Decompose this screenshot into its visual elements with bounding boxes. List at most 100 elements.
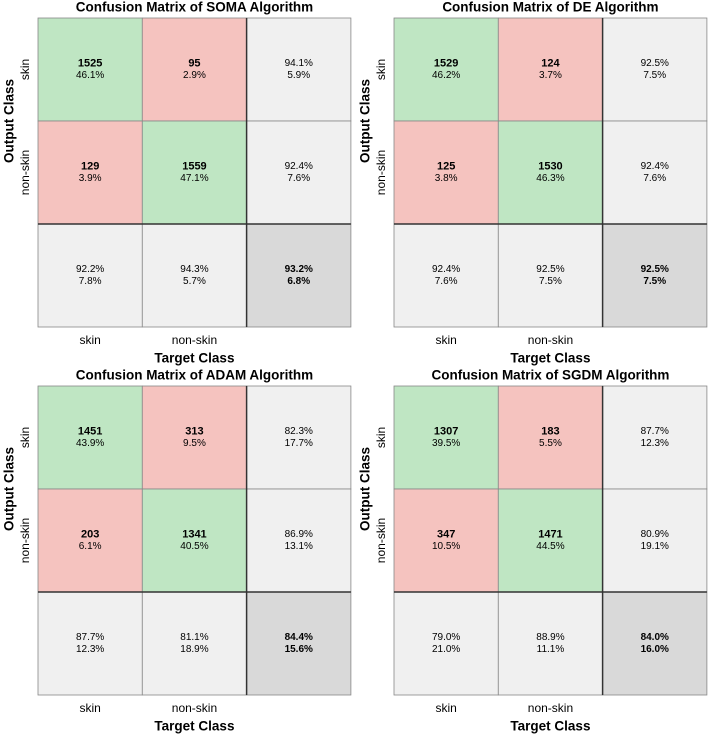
- confusion-matrix: Confusion Matrix of SGDM Algorithm 130739…: [358, 368, 708, 734]
- cell-count: 347: [437, 528, 455, 540]
- cell: [246, 120, 352, 225]
- y-tick-label: non-skin: [18, 150, 32, 195]
- cell-count: 1341: [182, 528, 206, 540]
- summary-error: 7.6%: [287, 173, 310, 184]
- confusion-matrix: Confusion Matrix of DE Algorithm 152946.2…: [358, 0, 708, 366]
- x-tick-label: skin: [79, 333, 100, 347]
- cell: [37, 591, 143, 696]
- cell: [141, 591, 248, 696]
- cell: [497, 223, 603, 328]
- cell: [497, 120, 603, 225]
- cell: [393, 120, 499, 225]
- cell-count: 313: [185, 425, 203, 437]
- cell-count: 129: [81, 160, 99, 172]
- summary-error: 7.5%: [539, 276, 562, 287]
- cell: [141, 17, 248, 122]
- summary-correct: 87.7%: [641, 426, 669, 437]
- confusion-matrix: Confusion Matrix of SOMA Algorithm 152546…: [2, 0, 352, 366]
- summary-error: 7.6%: [643, 173, 666, 184]
- x-tick-label: skin: [435, 333, 456, 347]
- summary-correct: 84.0%: [641, 632, 669, 643]
- cell-percent: 46.3%: [536, 173, 564, 184]
- cell-percent: 47.1%: [180, 173, 208, 184]
- cell-percent: 43.9%: [76, 438, 104, 449]
- summary-error: 7.6%: [435, 276, 458, 287]
- cell: [246, 591, 352, 696]
- cell-percent: 9.5%: [183, 438, 206, 449]
- summary-correct: 92.2%: [76, 264, 104, 275]
- summary-correct: 84.4%: [285, 632, 313, 643]
- cell: [602, 17, 708, 122]
- summary-error: 18.9%: [180, 644, 208, 655]
- summary-correct: 92.4%: [285, 161, 313, 172]
- cell-percent: 5.5%: [539, 438, 562, 449]
- y-axis-label: Output Class: [358, 79, 373, 163]
- summary-correct: 94.1%: [285, 58, 313, 69]
- y-tick-label: skin: [18, 59, 32, 80]
- cell: [37, 17, 143, 122]
- summary-error: 19.1%: [641, 541, 669, 552]
- cell: [497, 488, 603, 593]
- chart-title: Confusion Matrix of SGDM Algorithm: [431, 368, 669, 383]
- cell: [602, 385, 708, 490]
- cell: [141, 223, 248, 328]
- summary-correct: 86.9%: [285, 529, 313, 540]
- summary-error: 12.3%: [641, 438, 669, 449]
- cell-percent: 3.8%: [435, 173, 458, 184]
- y-tick-label: non-skin: [374, 518, 388, 563]
- x-axis-label: Target Class: [510, 719, 590, 734]
- cell: [393, 17, 499, 122]
- summary-correct: 92.5%: [536, 264, 564, 275]
- cell-count: 1307: [434, 425, 458, 437]
- cell: [602, 223, 708, 328]
- cell: [141, 385, 248, 490]
- chart-title: Confusion Matrix of DE Algorithm: [442, 0, 658, 15]
- summary-error: 12.3%: [76, 644, 104, 655]
- x-axis-label: Target Class: [510, 351, 590, 366]
- x-axis-label: Target Class: [154, 719, 234, 734]
- summary-correct: 87.7%: [76, 632, 104, 643]
- cell: [141, 120, 248, 225]
- cell-count: 1525: [78, 57, 102, 69]
- summary-correct: 88.9%: [536, 632, 564, 643]
- cell: [37, 223, 143, 328]
- cell-count: 1471: [538, 528, 562, 540]
- cell: [393, 385, 499, 490]
- summary-error: 6.8%: [287, 276, 310, 287]
- summary-correct: 82.3%: [285, 426, 313, 437]
- cell: [37, 488, 143, 593]
- cell-count: 124: [541, 57, 560, 69]
- summary-correct: 92.5%: [641, 58, 669, 69]
- y-axis-label: Output Class: [2, 79, 17, 163]
- cell-percent: 6.1%: [79, 541, 102, 552]
- summary-error: 7.5%: [643, 70, 666, 81]
- cell-percent: 3.9%: [79, 173, 102, 184]
- summary-error: 7.8%: [79, 276, 102, 287]
- summary-error: 16.0%: [641, 644, 669, 655]
- x-tick-label: non-skin: [528, 701, 573, 715]
- summary-error: 5.9%: [287, 70, 310, 81]
- cell: [37, 120, 143, 225]
- y-tick-label: skin: [374, 427, 388, 448]
- cell-percent: 2.9%: [183, 70, 206, 81]
- x-axis-label: Target Class: [154, 351, 234, 366]
- cell: [497, 17, 603, 122]
- y-tick-label: skin: [374, 59, 388, 80]
- cell-percent: 44.5%: [536, 541, 564, 552]
- cell-count: 95: [188, 57, 200, 69]
- cell-percent: 46.1%: [76, 70, 104, 81]
- summary-correct: 80.9%: [641, 529, 669, 540]
- summary-error: 7.5%: [643, 276, 666, 287]
- x-tick-label: skin: [435, 701, 456, 715]
- cell: [497, 591, 603, 696]
- chart-title: Confusion Matrix of ADAM Algorithm: [76, 368, 313, 383]
- x-tick-label: non-skin: [172, 333, 217, 347]
- summary-correct: 93.2%: [285, 264, 313, 275]
- summary-correct: 94.3%: [180, 264, 208, 275]
- cell-percent: 10.5%: [432, 541, 460, 552]
- summary-error: 13.1%: [285, 541, 313, 552]
- confusion-matrix: Confusion Matrix of ADAM Algorithm 145143…: [2, 368, 352, 734]
- summary-error: 17.7%: [285, 438, 313, 449]
- summary-correct: 92.4%: [432, 264, 460, 275]
